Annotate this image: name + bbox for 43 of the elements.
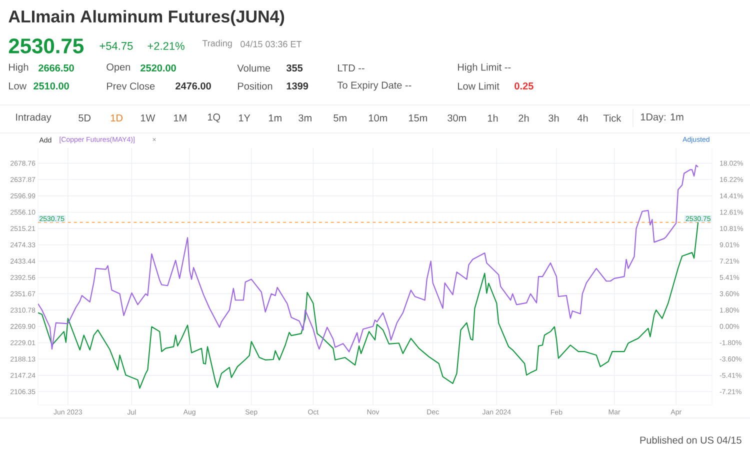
text: 1399 xyxy=(286,82,308,90)
text: Position xyxy=(238,82,272,90)
text: High xyxy=(9,63,28,73)
text: 2h xyxy=(518,114,529,122)
text: Tick xyxy=(603,114,622,122)
text: 2520.00 xyxy=(140,64,176,72)
text: Prev Close xyxy=(107,82,155,90)
chart-title: ALImain Aluminum Futures(JUN4) xyxy=(8,10,284,26)
text: 1m xyxy=(268,114,282,122)
text: 5m xyxy=(334,114,346,122)
text: +54.75 xyxy=(100,42,133,50)
text: Open xyxy=(106,63,130,73)
text: 1Day: 1m xyxy=(640,114,684,122)
text: 2510.00 xyxy=(34,82,69,90)
text: LTD -- xyxy=(338,64,364,72)
text: 355 xyxy=(286,64,303,72)
text: 0.25 xyxy=(514,82,534,90)
text: +2.21% xyxy=(148,42,184,50)
text: 3h xyxy=(548,114,559,122)
text: 1W xyxy=(140,114,156,122)
text: 2530.75 xyxy=(8,38,84,54)
text: 1M xyxy=(174,114,186,122)
text: 1h xyxy=(488,114,498,122)
text: Trading xyxy=(202,40,232,48)
text: 5D xyxy=(78,114,91,122)
text: 15m xyxy=(408,114,427,122)
text: Low Limit xyxy=(458,82,500,90)
text: Intraday xyxy=(16,113,52,123)
text: 1Q xyxy=(208,114,220,122)
text: 10m xyxy=(368,114,387,122)
text: 4h xyxy=(577,114,588,122)
text: 2476.00 xyxy=(176,82,211,90)
text: 1D xyxy=(110,114,123,122)
text: Volume xyxy=(237,64,270,72)
text: 30m xyxy=(448,114,466,122)
text: 1Y xyxy=(238,114,250,122)
text: 3m xyxy=(298,114,312,122)
text: Low xyxy=(9,82,27,90)
text: To Expiry Date -- xyxy=(337,81,412,91)
text: 04/15 03:36 ET xyxy=(240,40,302,48)
text: 2666.50 xyxy=(38,64,74,72)
text: Published on US 04/15 xyxy=(640,436,742,444)
text: High Limit -- xyxy=(458,63,511,73)
